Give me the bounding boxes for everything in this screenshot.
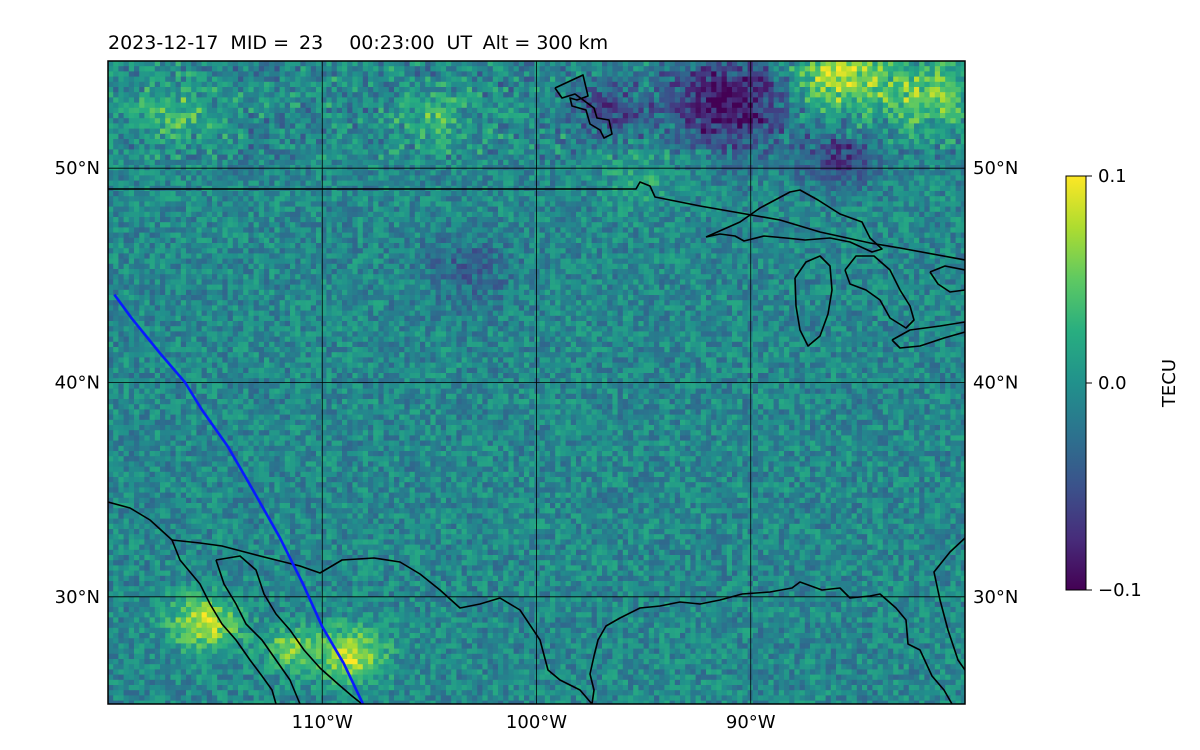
baja-california: [108, 501, 277, 704]
lake-erie: [891, 321, 965, 349]
gulf-coast: [741, 581, 953, 704]
gulf-of-california-east: [215, 555, 363, 704]
colorbar-tick-label: 0.0: [1098, 373, 1127, 394]
title-mid-value: 23: [299, 32, 323, 54]
map-title: 2023-12-17 MID = 23 00:23:00 UT Alt = 300 km: [108, 32, 608, 54]
lon-tick-label: 100°W: [506, 712, 567, 733]
florida-coast: [933, 537, 965, 671]
map-panel: 50°N 40°N 30°N 50°N 40°N 30°N 110°W 100°W 90°W: [55, 60, 1018, 733]
lat-labels-left: 50°N 40°N 30°N: [55, 158, 100, 608]
title-date: 2023-12-17: [108, 32, 218, 54]
title-time-unit: UT: [447, 32, 473, 54]
lon-tick-label: 110°W: [292, 712, 353, 733]
colorbar-tick-label: 0.1: [1098, 166, 1127, 187]
title-mid-label: MID =: [230, 32, 289, 54]
lat-tick-label-right: 40°N: [973, 373, 1018, 394]
colorbar-ticks: 0.1 0.0 −0.1: [1086, 166, 1142, 601]
tec-heatmap: [108, 61, 965, 704]
lat-tick-label-right: 30°N: [973, 587, 1018, 608]
colorbar: 0.1 0.0 −0.1 TECU: [1065, 166, 1180, 601]
us-mexico-border: [171, 539, 593, 704]
us-canada-border: [108, 181, 965, 261]
lat-labels-right: 50°N 40°N 30°N: [973, 158, 1018, 608]
lat-tick-label-left: 40°N: [55, 373, 100, 394]
james-bay-shore: [554, 74, 613, 139]
track-line: [113, 293, 365, 704]
lake-superior: [705, 189, 883, 253]
lake-huron: [844, 255, 915, 329]
colorbar-label: TECU: [1159, 359, 1180, 408]
colorbar-gradient: [1066, 176, 1086, 590]
colorbar-tick-label: −0.1: [1098, 580, 1142, 601]
lon-labels: 110°W 100°W 90°W: [292, 712, 776, 733]
lake-ontario: [929, 265, 965, 293]
lat-tick-label-left: 50°N: [55, 158, 100, 179]
coastlines: [108, 74, 965, 704]
gulf-of-california-west: [215, 559, 301, 704]
texas-coast: [589, 593, 743, 704]
lake-michigan: [794, 255, 833, 347]
lat-tick-label-left: 30°N: [55, 587, 100, 608]
map-frame: [107, 60, 966, 705]
title-altitude: Alt = 300 km: [483, 32, 609, 54]
title-time: 00:23:00: [349, 32, 434, 54]
lat-tick-label-right: 50°N: [973, 158, 1018, 179]
lon-tick-label: 90°W: [726, 712, 776, 733]
gridlines: [108, 61, 965, 704]
